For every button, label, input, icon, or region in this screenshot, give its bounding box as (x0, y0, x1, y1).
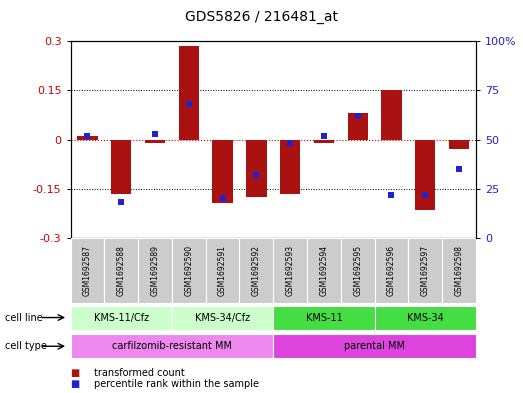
Bar (240, 238, 273, 303)
Bar (273, 334, 476, 358)
Bar (341, 238, 374, 303)
Bar (71, 238, 105, 303)
Bar (246, 140, 267, 197)
Text: KMS-34: KMS-34 (407, 312, 444, 323)
Bar (348, 113, 368, 140)
Text: GDS5826 / 216481_at: GDS5826 / 216481_at (185, 10, 338, 24)
Text: cell line: cell line (5, 312, 43, 323)
Bar (314, 140, 334, 143)
Text: GSM1692595: GSM1692595 (353, 244, 362, 296)
Bar (273, 305, 374, 330)
Bar (374, 305, 476, 330)
Text: GSM1692587: GSM1692587 (83, 245, 92, 296)
Bar (71, 334, 273, 358)
Text: cell type: cell type (5, 341, 47, 351)
Bar (206, 238, 240, 303)
Bar (408, 238, 442, 303)
Bar (212, 140, 233, 203)
Text: parental MM: parental MM (344, 341, 405, 351)
Bar (138, 238, 172, 303)
Text: KMS-11/Cfz: KMS-11/Cfz (94, 312, 149, 323)
Text: GSM1692594: GSM1692594 (320, 244, 328, 296)
Text: GSM1692591: GSM1692591 (218, 245, 227, 296)
Bar (77, 136, 98, 140)
Text: carfilzomib-resistant MM: carfilzomib-resistant MM (112, 341, 232, 351)
Bar (105, 238, 138, 303)
Bar (381, 90, 402, 140)
Bar (172, 238, 206, 303)
Text: GSM1692598: GSM1692598 (454, 245, 463, 296)
Bar (145, 140, 165, 143)
Bar (172, 305, 273, 330)
Text: transformed count: transformed count (94, 367, 185, 378)
Bar (307, 238, 341, 303)
Bar (449, 140, 469, 149)
Bar (179, 46, 199, 140)
Text: KMS-11: KMS-11 (305, 312, 343, 323)
Bar (442, 238, 476, 303)
Bar (111, 140, 131, 193)
Text: KMS-34/Cfz: KMS-34/Cfz (195, 312, 250, 323)
Text: GSM1692593: GSM1692593 (286, 244, 294, 296)
Text: GSM1692589: GSM1692589 (151, 245, 160, 296)
Bar (273, 238, 307, 303)
Bar (374, 238, 408, 303)
Text: GSM1692588: GSM1692588 (117, 245, 126, 296)
Text: GSM1692592: GSM1692592 (252, 245, 261, 296)
Text: GSM1692596: GSM1692596 (387, 244, 396, 296)
Text: GSM1692590: GSM1692590 (184, 244, 194, 296)
Bar (415, 140, 435, 210)
Text: percentile rank within the sample: percentile rank within the sample (94, 379, 259, 389)
Text: ■: ■ (71, 379, 80, 389)
Bar (71, 305, 172, 330)
Bar (280, 140, 300, 193)
Text: GSM1692597: GSM1692597 (421, 244, 430, 296)
Text: ■: ■ (71, 367, 80, 378)
